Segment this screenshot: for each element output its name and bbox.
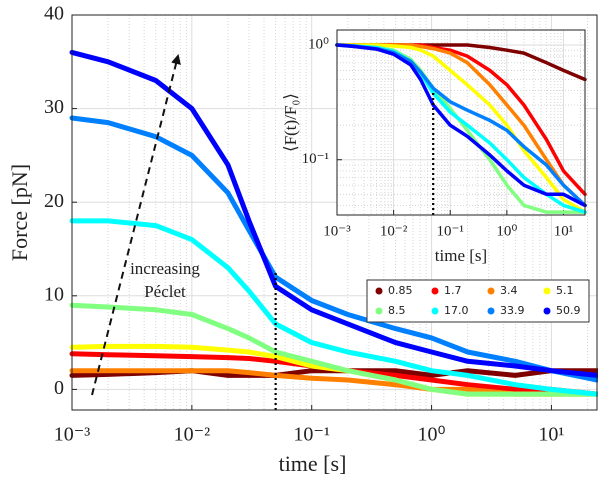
legend-marker bbox=[543, 287, 551, 295]
trend-arrow bbox=[91, 54, 181, 396]
legend-marker bbox=[487, 307, 495, 315]
y-axis-title: Force [pN] bbox=[7, 164, 32, 261]
legend-marker bbox=[543, 307, 551, 315]
legend-box bbox=[366, 279, 590, 323]
legend-marker bbox=[487, 287, 495, 295]
axes-frame bbox=[71, 14, 598, 411]
y-tick-label: 10 bbox=[44, 283, 64, 305]
x-tick-label: 10⁻² bbox=[380, 223, 408, 239]
axes-frame bbox=[336, 29, 586, 216]
legend-marker bbox=[375, 287, 383, 295]
x-tick-label: 10⁻¹ bbox=[293, 424, 330, 446]
y-tick-label: 10⁰ bbox=[308, 36, 329, 52]
x-tick-label: 10⁻³ bbox=[54, 424, 91, 446]
series-line bbox=[69, 302, 598, 397]
annotation: Péclet bbox=[144, 282, 186, 301]
x-tick-label: 10⁻¹ bbox=[437, 223, 464, 239]
series-line bbox=[69, 49, 598, 378]
y-tick-label: 0 bbox=[54, 377, 64, 399]
legend-label: 0.85 bbox=[388, 284, 413, 297]
x-tick-label: 10⁻³ bbox=[323, 223, 351, 239]
y-tick-label: 20 bbox=[44, 190, 64, 212]
x-tick-label: 10¹ bbox=[554, 223, 574, 239]
series-line bbox=[69, 218, 598, 397]
inset-plot: 10⁻³ 10⁻² 10⁻¹ 10⁰ 10¹ 10⁻¹ 10⁰ time [s] ⟨F(t)/F… bbox=[281, 29, 587, 265]
legend-label: 1.7 bbox=[444, 284, 462, 297]
legend-marker bbox=[431, 307, 439, 315]
y-tick-label: 10⁻¹ bbox=[302, 151, 329, 167]
legend-label: 50.9 bbox=[556, 304, 581, 317]
legend-label: 17.0 bbox=[444, 304, 469, 317]
x-tick-label: 10⁻² bbox=[174, 424, 211, 446]
legend: 0.85 1.7 3.4 5.1 8.5 17.0 33.9 50.9 bbox=[366, 279, 590, 323]
series-line bbox=[335, 43, 587, 214]
series-line bbox=[335, 43, 587, 208]
x-tick-label: 10⁰ bbox=[496, 223, 517, 239]
legend-marker bbox=[375, 307, 383, 315]
annotation: increasing bbox=[130, 259, 200, 278]
legend-label: 8.5 bbox=[388, 304, 406, 317]
x-tick-label: 10¹ bbox=[538, 424, 564, 446]
x-axis-title: time [s] bbox=[279, 451, 347, 476]
y-axis-title: ⟨F(t)/F₀⟩ bbox=[281, 93, 300, 152]
legend-label: 5.1 bbox=[556, 284, 574, 297]
legend-marker bbox=[431, 287, 439, 295]
x-axis-title: time [s] bbox=[435, 246, 487, 265]
x-tick-label: 10⁰ bbox=[418, 424, 446, 446]
legend-label: 3.4 bbox=[500, 284, 518, 297]
y-tick-label: 40 bbox=[44, 3, 64, 25]
legend-label: 33.9 bbox=[500, 304, 525, 317]
series-line bbox=[69, 115, 598, 383]
y-tick-label: 30 bbox=[44, 96, 64, 118]
